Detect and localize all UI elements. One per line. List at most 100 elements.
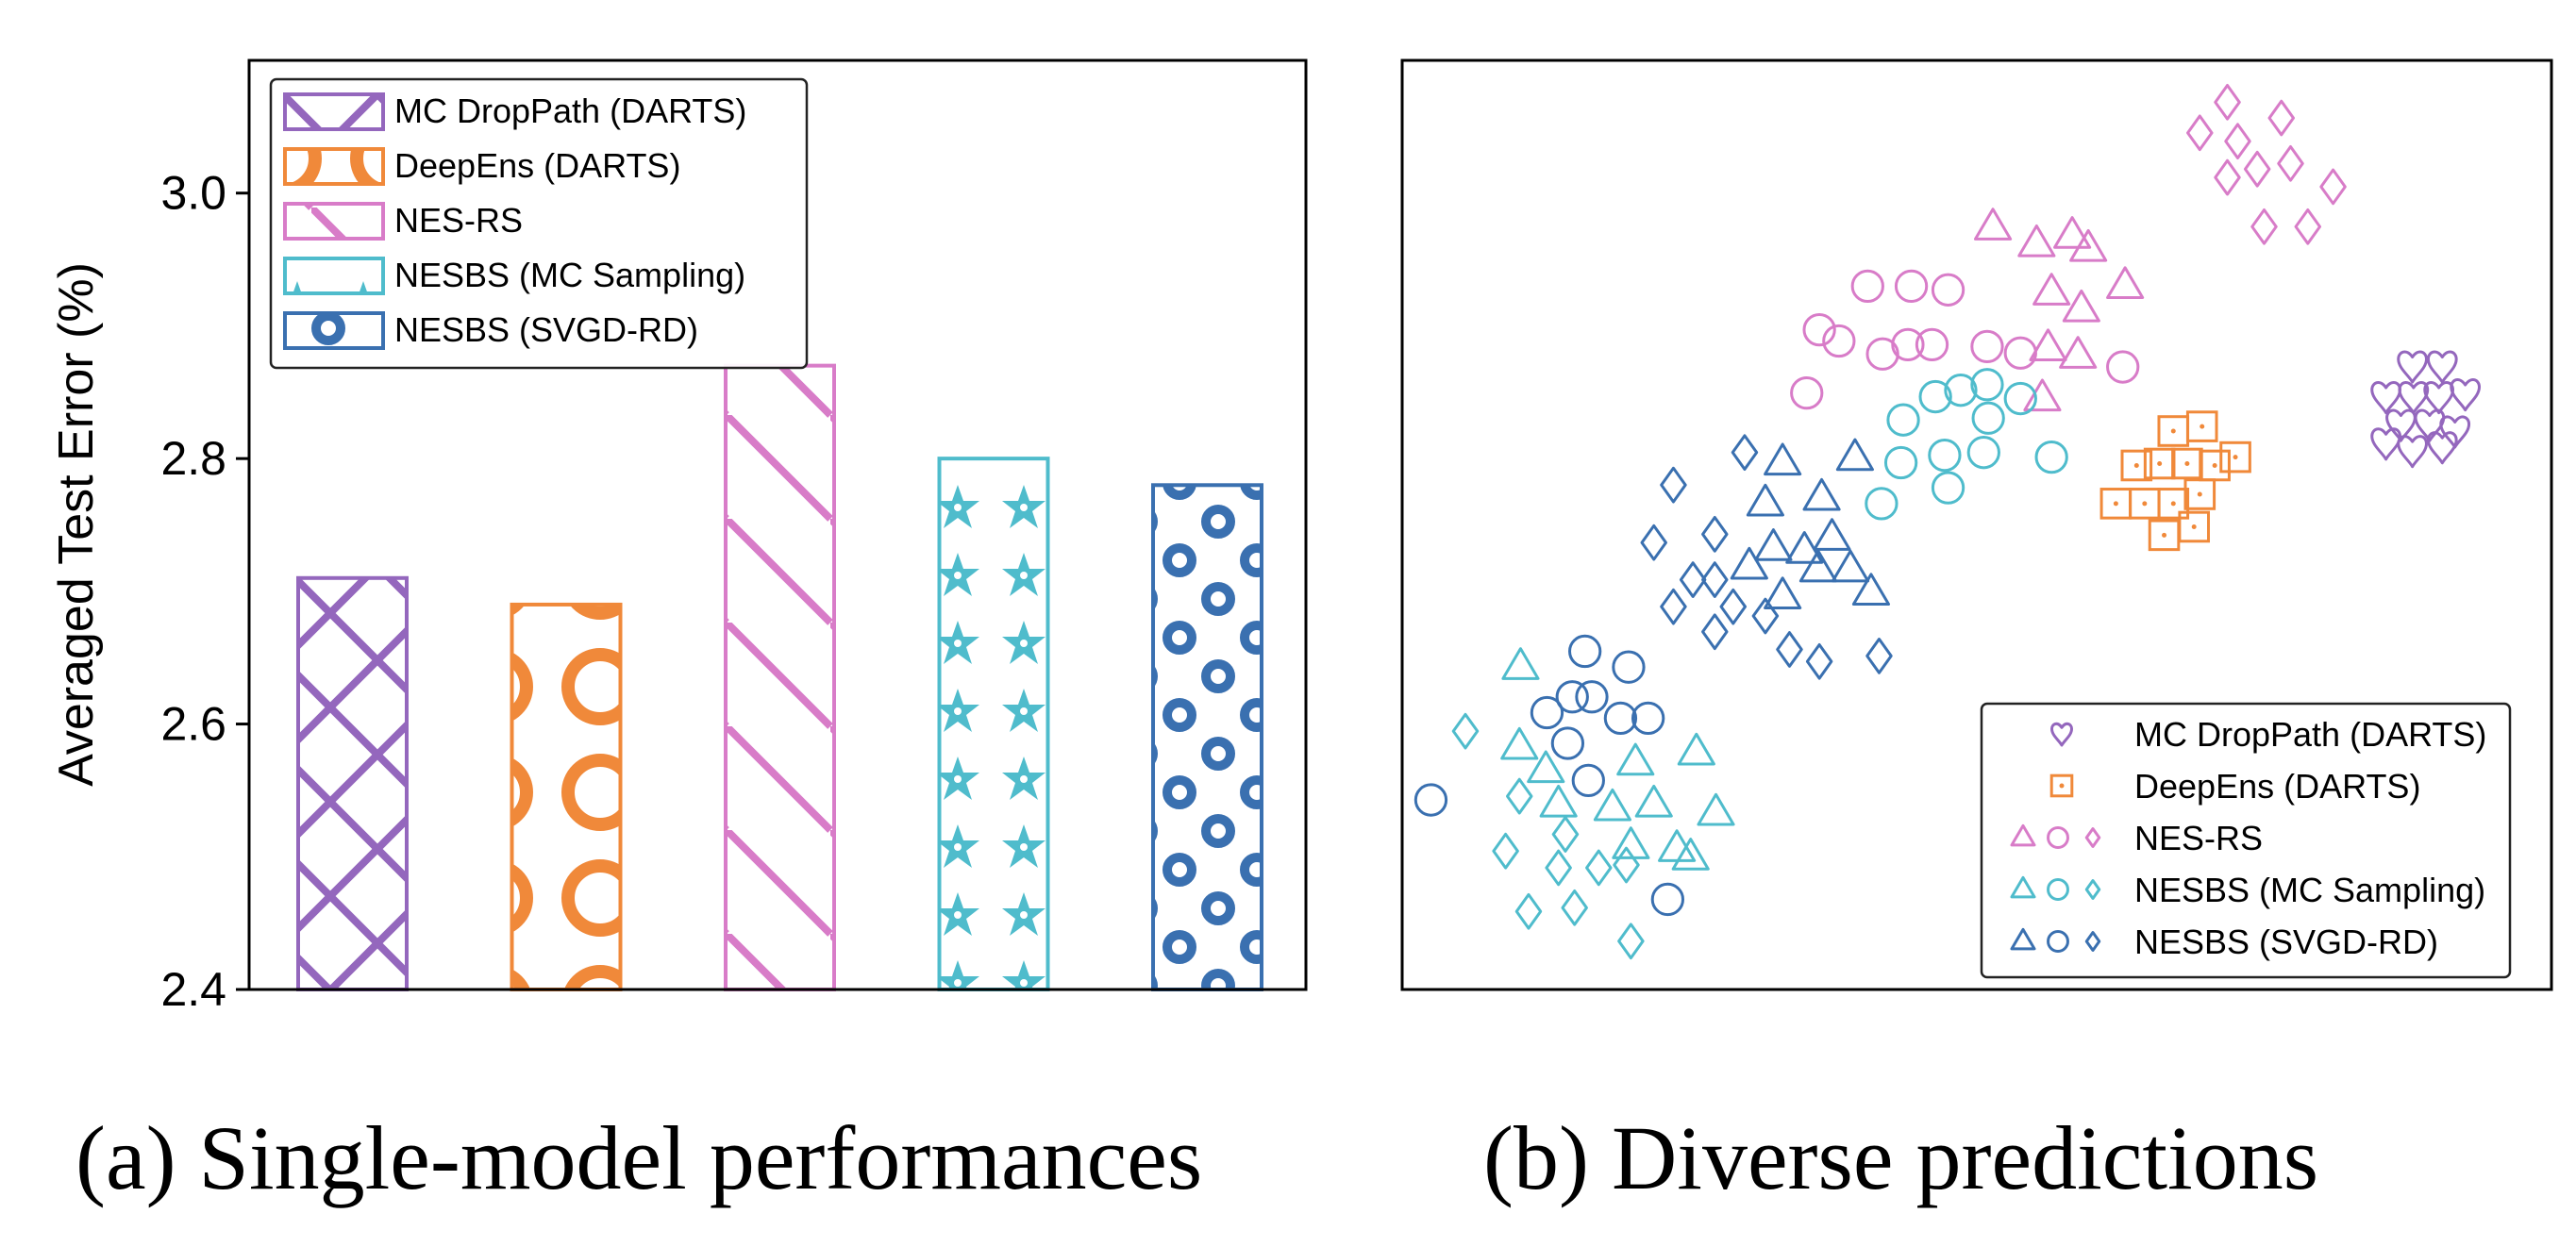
point-nes-rs-circles (1790, 375, 1824, 410)
point-nes-rs-triangles (2029, 328, 2067, 361)
point-nesbs-mc-sampling-triangles (1593, 788, 1631, 822)
point-nesbs-svgd-rd-circles (1650, 882, 1685, 917)
point-nes-rs-circles (2003, 336, 2037, 370)
point-nes-rs-triangles (2017, 224, 2056, 258)
point-nesbs-svgd-rd-diamonds (1679, 561, 1707, 598)
point-nesbs-mc-sampling-triangles (1612, 826, 1650, 859)
legend-marker-nesbs-mc-sampling (2010, 875, 2036, 899)
point-nesbs-mc-sampling-diamonds (1451, 712, 1480, 750)
legend-marker-nesbs-svgd-rd (2084, 931, 2101, 952)
scatter-legend-label: DeepEns (DARTS) (2134, 767, 2420, 806)
point-nesbs-svgd-rd-triangles (1746, 483, 1784, 517)
point-nesbs-svgd-rd-triangles (1851, 573, 1891, 607)
point-nesbs-mc-sampling-diamonds (1545, 849, 1572, 887)
point-nesbs-mc-sampling-circles (1966, 436, 2000, 470)
bar-mc-droppath-darts (296, 575, 409, 991)
point-nesbs-mc-sampling-triangles (1501, 647, 1540, 680)
point-nesbs-mc-sampling-circles (1918, 379, 1952, 414)
bar-legend-label: MC DropPath (DARTS) (394, 91, 746, 130)
point-nesbs-mc-sampling-triangles (1616, 742, 1655, 776)
point-nesbs-mc-sampling-diamonds (1561, 889, 1588, 926)
y-tick-label: 2.4 (160, 963, 226, 1016)
point-nesbs-svgd-rd-circles (1413, 783, 1448, 817)
point-nes-rs-diamonds (2214, 158, 2241, 196)
point-nesbs-svgd-rd-diamonds (1660, 588, 1687, 625)
point-nesbs-svgd-rd-diamonds (1660, 466, 1687, 504)
point-mc-droppath-darts (2423, 381, 2455, 415)
bar-legend-swatch-deepens-darts (283, 147, 385, 186)
point-mc-droppath-darts (2426, 431, 2458, 465)
point-nesbs-mc-sampling-diamonds (1492, 832, 1519, 870)
point-mc-droppath-darts (2397, 350, 2428, 384)
point-deepens-darts (2129, 488, 2161, 520)
point-nesbs-svgd-rd-triangles (1831, 549, 1870, 583)
point-mc-droppath-darts (2370, 427, 2401, 461)
point-nesbs-mc-sampling-circles (1928, 438, 1962, 473)
point-nesbs-svgd-rd-diamonds (1701, 561, 1729, 598)
point-nesbs-svgd-rd-triangles (1798, 549, 1837, 583)
point-mc-droppath-darts (2397, 435, 2428, 469)
bar-chart-panel: 2.4 2.6 2.8 3.0 Averaged Test Error (%) MC … (49, 58, 1308, 1016)
point-nes-rs-triangles (2059, 336, 2098, 369)
point-nes-rs-diamonds (2214, 83, 2241, 121)
point-nesbs-mc-sampling-circles (1865, 487, 1899, 521)
point-nesbs-mc-sampling-triangles (1697, 792, 1735, 826)
scatter-chart-points (1413, 83, 2482, 960)
legend-marker-deepens-darts (2049, 773, 2074, 798)
caption-b: (b) Diverse predictions (1483, 1107, 2318, 1208)
point-deepens-darts (2143, 447, 2176, 480)
point-nes-rs-diamonds (2250, 208, 2278, 245)
scatter-chart-panel: MC DropPath (DARTS) DeepEns (DARTS) NES-RS… (1400, 58, 2553, 991)
point-nes-rs-circles (1891, 327, 1925, 362)
point-deepens-darts (2178, 510, 2211, 543)
point-nes-rs-triangles (2032, 273, 2071, 306)
legend-marker-nes-rs (2084, 827, 2101, 848)
point-nesbs-svgd-rd-diamonds (1731, 434, 1759, 472)
point-nesbs-svgd-rd-diamonds (1776, 631, 1803, 668)
bar-legend-label: NESBS (SVGD-RD) (394, 310, 698, 349)
point-nesbs-svgd-rd-triangles (1764, 442, 1802, 476)
point-nesbs-mc-sampling-diamonds (1585, 849, 1613, 887)
bar-nesbs-mc-sampling (937, 457, 1050, 991)
bar-legend-label: NES-RS (394, 201, 523, 240)
bar-nesbs-svgd-rd (1151, 483, 1263, 991)
point-nesbs-svgd-rd-triangles (1754, 528, 1793, 561)
point-nesbs-svgd-rd-triangles (1835, 438, 1874, 472)
bar-chart-bars (296, 363, 1263, 992)
scatter-legend-label: NES-RS (2134, 819, 2263, 857)
point-nesbs-svgd-rd-circles (1550, 726, 1585, 760)
point-nesbs-svgd-rd-diamonds (1701, 613, 1729, 651)
point-nes-rs-circles (1802, 313, 1836, 347)
point-nes-rs-diamonds (2243, 150, 2271, 188)
point-nesbs-mc-sampling-triangles (1634, 784, 1673, 818)
point-deepens-darts (2171, 447, 2203, 480)
point-nesbs-mc-sampling-diamonds (1505, 777, 1533, 815)
point-nesbs-svgd-rd-circles (1530, 695, 1564, 730)
point-nes-rs-circles (1894, 269, 1929, 304)
point-nes-rs-diamonds (2319, 168, 2347, 206)
point-nes-rs-diamonds (2186, 114, 2214, 152)
point-nesbs-svgd-rd-diamonds (1719, 588, 1748, 625)
point-nes-rs-circles (1915, 327, 1949, 362)
bar-chart-y-axis-label: Averaged Test Error (%) (49, 262, 104, 787)
bar-legend-label: NESBS (MC Sampling) (394, 256, 745, 294)
scatter-legend-frame (1980, 702, 2512, 979)
point-nes-rs-triangles (2062, 289, 2100, 323)
bar-legend-swatch-nesbs-mc-sampling (283, 257, 385, 295)
point-nesbs-svgd-rd-triangles (1813, 518, 1851, 551)
point-deepens-darts (2185, 410, 2218, 442)
point-nesbs-mc-sampling-diamonds (1613, 846, 1640, 884)
point-nesbs-svgd-rd-diamonds (1640, 524, 1667, 561)
legend-marker-nesbs-mc-sampling (2084, 879, 2101, 900)
point-mc-droppath-darts (2426, 350, 2458, 384)
scatter-chart-frame (1400, 58, 2553, 991)
point-nes-rs-diamonds (2294, 208, 2322, 245)
point-deepens-darts (2157, 415, 2190, 447)
point-nesbs-mc-sampling-triangles (1539, 784, 1578, 818)
point-nesbs-svgd-rd-circles (1575, 680, 1609, 714)
bar-legend-label: DeepEns (DARTS) (394, 146, 680, 185)
point-mc-droppath-darts (2450, 378, 2482, 412)
bar-deepens-darts (510, 602, 623, 992)
point-nesbs-svgd-rd-diamonds (1701, 516, 1729, 553)
